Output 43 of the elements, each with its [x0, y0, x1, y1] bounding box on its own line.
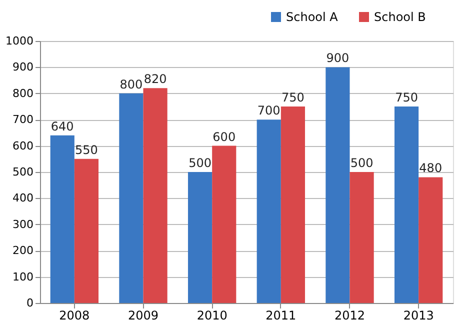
data-label: 800 — [120, 77, 143, 92]
bar — [394, 106, 419, 303]
bar — [50, 135, 74, 303]
data-label: 900 — [326, 51, 350, 66]
x-tick-label: 2010 — [196, 308, 228, 322]
legend-label: School A — [286, 10, 339, 24]
bar — [212, 146, 236, 303]
y-tick-label: 100 — [12, 270, 34, 284]
data-label: 700 — [257, 104, 280, 118]
y-tick-label: 500 — [12, 166, 34, 178]
data-label: 750 — [395, 90, 418, 104]
y-tick-label: 800 — [12, 86, 34, 100]
x-tick-label: 2009 — [128, 308, 159, 322]
y-tick-label: 700 — [12, 113, 34, 126]
y-tick-label: 900 — [12, 60, 34, 74]
bar — [143, 88, 168, 303]
bar — [256, 120, 281, 303]
legend-label: School B — [374, 10, 426, 24]
data-label: 500 — [350, 156, 374, 170]
y-tick-label: 200 — [12, 244, 34, 258]
x-tick-label: 2008 — [59, 308, 90, 322]
data-label: 500 — [188, 156, 212, 170]
y-tick-label: 1000 — [6, 34, 34, 48]
bar — [119, 93, 144, 303]
data-label: 820 — [144, 72, 167, 86]
bar — [350, 172, 374, 303]
y-tick-label: 0 — [26, 296, 34, 310]
data-label: 750 — [282, 90, 304, 104]
x-tick-label: 2012 — [334, 308, 366, 322]
data-label: 600 — [212, 130, 236, 144]
bar — [188, 172, 212, 303]
y-tick-label: 600 — [12, 139, 34, 152]
data-label: 480 — [419, 161, 442, 176]
x-tick-label: 2013 — [403, 308, 434, 322]
bar — [280, 106, 306, 303]
data-label: 550 — [75, 142, 98, 157]
bar — [326, 67, 350, 303]
x-tick-label: 2011 — [266, 308, 296, 322]
data-label: 640 — [50, 119, 74, 134]
y-tick-label: 400 — [12, 192, 34, 205]
bar — [418, 177, 443, 303]
y-tick-label: 300 — [12, 218, 34, 231]
bar — [74, 158, 99, 303]
